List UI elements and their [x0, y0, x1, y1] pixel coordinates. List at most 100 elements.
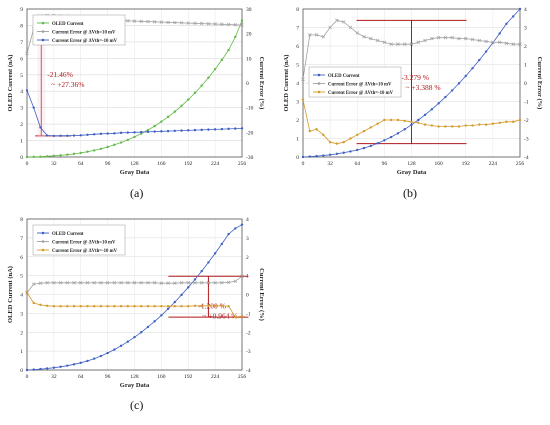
panel-a-y-tick-label: 9 [20, 7, 23, 13]
panel-c-point-stroke [240, 274, 244, 279]
panel-c-series-2-point [207, 304, 210, 308]
panel-a-series-2-point [86, 133, 89, 136]
panel-c-point-stroke [179, 281, 184, 285]
panel-b-point-stroke [341, 20, 346, 24]
panel-b-x-axis-title: Gray Data [397, 169, 427, 176]
panel-c-point-stroke [132, 281, 137, 285]
panel-b-y2-tick-label: -4 [524, 155, 529, 161]
panel-b-point-stroke [497, 40, 502, 45]
panel-a-series-2-point [160, 130, 163, 133]
panel-b-legend-label-0: OLED Current [328, 74, 360, 79]
panel-a-series-2-point [140, 130, 143, 134]
panel-a-series-0-point [146, 128, 150, 132]
panel-b-series-2-point [383, 118, 386, 122]
panel-label-c: (c) [130, 398, 144, 412]
panel-c-series-0-point [187, 286, 190, 289]
panel-c-series-2-point [59, 305, 62, 308]
panel-b-x-tick-label: 192 [462, 161, 471, 167]
panel-a-series-2-point [146, 130, 150, 134]
panel-a-series-1-point [226, 22, 231, 27]
panel-c-series-2-point [66, 305, 69, 308]
panel-c-series-1-point [199, 281, 204, 285]
panel-b-y2-tick-label: 4 [524, 7, 527, 13]
panel-a-series-1-point [240, 23, 244, 27]
panel-c-series-0-point [32, 368, 35, 371]
panel-a-series-1-point [199, 21, 204, 26]
panel-a-series-2-point [119, 131, 123, 135]
panel-c-series-0-point [113, 348, 116, 351]
panel-b-series-2-point [518, 118, 522, 122]
panel-a-series-1-point [206, 22, 211, 26]
panel-b-series-0-point [335, 152, 339, 156]
panel-c-series-2-point [240, 315, 244, 318]
panel-c-y2-tick-label: -3 [246, 349, 251, 355]
panel-a-point-stroke [213, 22, 217, 26]
panel-a-y-tick-label: 1 [20, 139, 23, 145]
panel-c-series-1-point [146, 281, 150, 285]
panel-c-y2-tick-label: -1 [246, 311, 251, 317]
panel-c-series-0-point [153, 320, 156, 323]
panel-c-series-1-point [173, 281, 177, 285]
panel-label-a: (a) [130, 186, 144, 200]
panel-b-point-stroke [328, 25, 332, 30]
panel-a-series-1-point [152, 20, 157, 24]
panel-b-series-2-point [396, 118, 400, 122]
panel-c-legend-marker-1 [41, 240, 45, 243]
panel-c-series-0-point [200, 269, 203, 273]
panel-b-series-1-point [355, 31, 359, 35]
panel-a-series-2-point [166, 129, 170, 133]
panel-b-series-0-point [464, 74, 467, 78]
panel-a-legend-marker-0 [41, 21, 45, 25]
panel-c-x-tick-label: 160 [157, 374, 166, 380]
panel-a-series-0-point [119, 141, 123, 144]
panel-a-series-1-point [159, 20, 164, 24]
panel-b-series-1-point [328, 25, 332, 30]
panel-b-series-0-point [505, 22, 508, 25]
panel-c-series-2-point [166, 305, 170, 308]
panel-b-series-1-point [389, 42, 393, 46]
panel-c-y-tick-label: 6 [20, 255, 23, 261]
panel-b-series-1-point [430, 36, 434, 41]
panel-b-series-1-point [341, 20, 346, 24]
panel-c-y-tick-label: 3 [20, 311, 23, 317]
panel-b-series-0-point [376, 142, 379, 145]
panel-c-x-tick-label: 256 [238, 374, 247, 380]
panel-b-y-axis-title: OLED Current (nA) [283, 55, 290, 112]
panel-b-y-tick-label: 0 [296, 155, 299, 161]
panel-a-series-0-point [126, 138, 129, 142]
panel-a-series-0-point [166, 115, 170, 119]
panel-c-x-tick-label: 192 [184, 374, 193, 380]
panel-c-series-1-point [79, 281, 83, 285]
panel-c-legend-label-0: OLED Current [52, 232, 84, 237]
panel-b-series-2-point [308, 129, 311, 133]
panel-b-point-stroke [355, 31, 359, 35]
panel-b-legend-label-2: Current Error @ ΔVth=-10 mV [328, 91, 394, 96]
panel-a-series-0-point [227, 48, 230, 52]
panel-b-series-1-point [416, 40, 421, 45]
panel-c-series-0-point [59, 365, 62, 368]
panel-b-point-stroke [504, 41, 509, 45]
panel-c-series-1-point [92, 281, 96, 285]
panel-c-series-1-point [220, 281, 224, 285]
panel-b-point-stroke [301, 77, 305, 82]
panel-b-series-0-point [356, 148, 359, 152]
panel-a-y-axis-title: OLED Current (nA) [7, 55, 14, 112]
panel-c-series-1-point [186, 281, 190, 285]
panel-c-x-tick-label: 0 [26, 374, 29, 380]
panel-a-series-2-point [220, 127, 224, 131]
panel-b-series-1-point [470, 37, 475, 42]
panel-c-point-stroke [126, 281, 130, 285]
panel-b-y-tick-label: 6 [296, 44, 299, 50]
panel-c-y-tick-label: 8 [20, 217, 23, 223]
panel-b-series-2-point [498, 121, 501, 124]
panel-a-series-0-point [133, 135, 136, 139]
panel-b-legend-label-1: Current Error @ ΔVth=10 mV [328, 83, 392, 88]
panel-b-series-0-point [362, 146, 366, 150]
panel-c-series-1-point [240, 274, 244, 279]
panel-c-series-1-point [213, 281, 217, 285]
panel-b-x-tick-label: 160 [435, 161, 444, 167]
panel-a-x-tick-label: 96 [105, 161, 111, 167]
panel-c-series-1-point [126, 281, 130, 285]
panel-c-point-stroke [99, 281, 103, 285]
panel-c-series-1-point [52, 281, 56, 285]
